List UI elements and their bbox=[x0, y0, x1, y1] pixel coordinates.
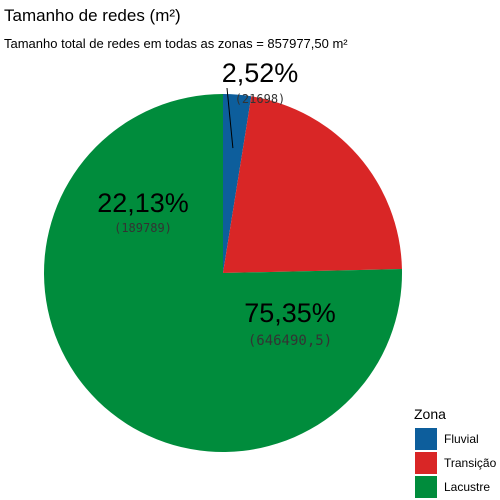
pie-slices bbox=[44, 94, 403, 452]
legend-label: Transição bbox=[444, 456, 497, 470]
percent-label: 75,35% bbox=[244, 298, 336, 328]
legend-label: Fluvial bbox=[444, 432, 479, 446]
value-label: (646490,5) bbox=[248, 333, 332, 349]
leader-line-fluvial bbox=[226, 87, 234, 149]
slice-transicao bbox=[223, 96, 402, 273]
value-label: (189789) bbox=[114, 221, 172, 235]
pie-labels: 2,52% (21698) 22,13% (189789) 75,35% (646490,… bbox=[97, 58, 336, 349]
chart-subtitle: Tamanho total de redes em todas as zonas… bbox=[4, 36, 348, 51]
legend-swatch bbox=[415, 428, 437, 450]
legend-swatch bbox=[415, 452, 437, 474]
chart-title: Tamanho de redes (m²) bbox=[4, 6, 181, 25]
percent-label: 22,13% bbox=[97, 188, 189, 218]
slice-lacustre bbox=[44, 94, 403, 452]
legend-swatch bbox=[415, 476, 437, 498]
legend-title: Zona bbox=[414, 406, 446, 422]
percent-label: 2,52% bbox=[222, 58, 299, 88]
slice-fluvial bbox=[223, 94, 252, 273]
legend-label: Lacustre bbox=[444, 480, 490, 494]
value-label: (21698) bbox=[235, 92, 286, 106]
legend: Zona Fluvial Transição Lacustre bbox=[414, 406, 497, 498]
